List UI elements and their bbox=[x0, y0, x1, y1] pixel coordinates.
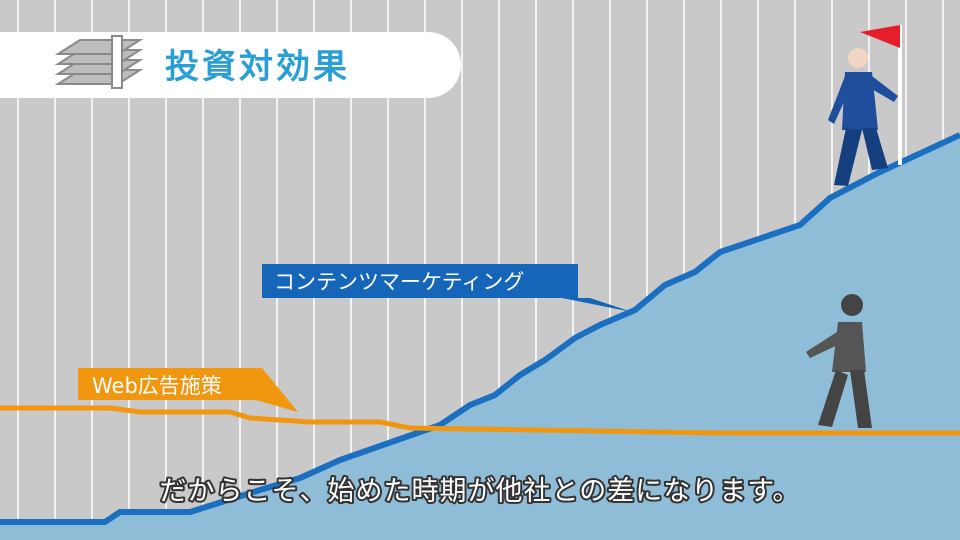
web-ads-label: Web広告施策 bbox=[92, 374, 222, 398]
content-marketing-label: コンテンツマーケティング bbox=[274, 270, 524, 294]
growth-area bbox=[0, 135, 960, 540]
web-ads-tag bbox=[78, 368, 298, 412]
money-icon bbox=[54, 35, 144, 89]
title: 投資対効果 bbox=[165, 47, 350, 87]
follower-figure bbox=[806, 294, 872, 428]
subtitle: だからこそ、始めた時期が他社との差になります。 bbox=[159, 476, 800, 507]
content-marketing-line bbox=[0, 132, 960, 525]
web-ads-line bbox=[0, 405, 960, 436]
content-marketing-tag bbox=[262, 264, 632, 312]
leader-figure bbox=[828, 25, 902, 186]
